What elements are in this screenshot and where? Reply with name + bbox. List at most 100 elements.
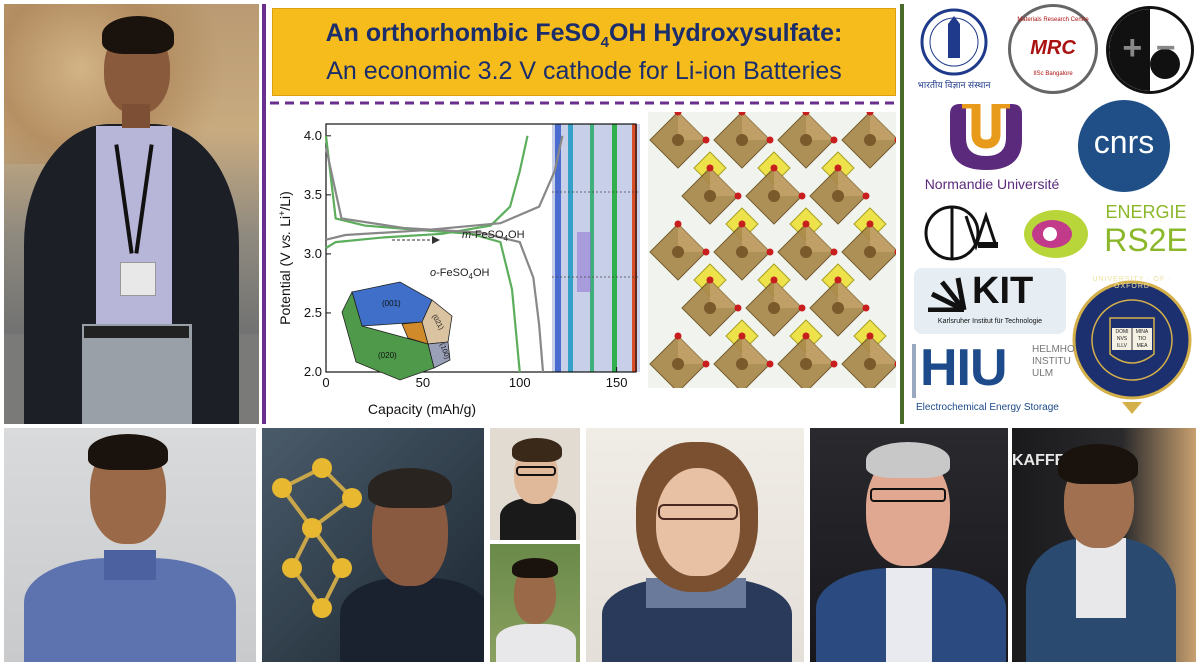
oxygen-atom — [770, 276, 778, 284]
voltage-chart: 0 50 100 150 2.0 2.5 3.0 3.5 4.0 (001) (021) (10… — [272, 112, 644, 424]
cnrs-wordmark: cnrs — [1093, 124, 1155, 160]
series-line-4 — [325, 135, 564, 241]
crystal-structure-image — [648, 112, 896, 388]
photo-top-left — [4, 4, 259, 424]
y-tick-label: 4.0 — [304, 128, 322, 143]
crystal-habit-shape: (001) (021) (100) (020) — [341, 281, 453, 381]
x-tick-label: 0 — [322, 375, 329, 390]
octahedron-face — [678, 336, 706, 364]
oxygen-atom — [702, 248, 710, 256]
octahedron-face — [838, 168, 866, 196]
oxygen-atom — [766, 248, 774, 256]
hiu-side-text: HELMHO INSTITU ULM — [1032, 344, 1075, 379]
kit-logo: KIT Karlsruher Institut für Technologie — [914, 268, 1066, 334]
y-axis-label: Potential (V vs. Li+/Li) — [277, 191, 293, 325]
iisc-name: भारतीय विज्ञान संस्थान — [917, 80, 991, 90]
iron-atom — [736, 358, 748, 370]
iron-atom — [768, 190, 780, 202]
iron-atom — [864, 134, 876, 146]
title-line-2: An economic 3.2 V cathode for Li-ion Bat… — [326, 57, 842, 85]
kit-full-name: Karlsruher Institut für Technologie — [937, 318, 1043, 325]
octahedron-face — [806, 336, 834, 364]
mrc-mark: MRC — [1030, 37, 1076, 59]
oxygen-atom — [830, 136, 838, 144]
photo-bottom-1 — [4, 428, 256, 662]
annotation-o-feso4oh: o-FeSO4OH — [430, 267, 490, 281]
oxygen-atom — [734, 192, 742, 200]
oxygen-atom — [702, 136, 710, 144]
x-axis-label: Capacity (mAh/g) — [368, 401, 476, 417]
kit-wordmark: KIT — [972, 270, 1034, 312]
y-tick-label: 2.5 — [304, 305, 322, 320]
oxygen-atom — [674, 220, 682, 228]
octahedron-face — [838, 280, 866, 308]
rs2e-energie: ENERGIE — [1105, 202, 1187, 222]
oxygen-atom — [738, 332, 746, 340]
annotation-m-feso4oh: m-FeSO4OH — [462, 229, 525, 243]
cnrs-logo: cnrs — [1078, 100, 1170, 192]
x-tick-label: 100 — [509, 375, 531, 390]
oxygen-atom — [834, 164, 842, 172]
oxford-crest-icon — [1072, 280, 1192, 414]
octahedron-face — [870, 112, 896, 140]
photo-bottom-5 — [810, 428, 1008, 662]
iron-atom — [864, 358, 876, 370]
y-tick-label: 3.0 — [304, 246, 322, 261]
oxygen-atom — [798, 304, 806, 312]
octahedron-face — [806, 224, 834, 252]
iisc-emblem-icon — [920, 8, 988, 76]
oxford-ring-text: UNIVERSITY · OF · OXFORD — [1092, 276, 1172, 290]
oxygen-atom — [830, 248, 838, 256]
octahedron-face — [870, 336, 896, 364]
oxygen-atom — [866, 332, 874, 340]
octahedron-face — [678, 224, 706, 252]
octahedron-face — [806, 112, 834, 140]
oxygen-atom — [894, 137, 896, 143]
x-tick-label: 150 — [606, 375, 628, 390]
oxygen-atom — [674, 112, 682, 116]
series-line-3 — [324, 147, 545, 373]
oxygen-atom — [862, 304, 870, 312]
photo-bottom-3-bottom — [490, 544, 580, 662]
oxygen-atom — [802, 220, 810, 228]
iron-atom — [672, 246, 684, 258]
octahedron-face — [710, 168, 738, 196]
oxygen-atom — [798, 192, 806, 200]
octahedron-face — [774, 168, 802, 196]
oxygen-atom — [706, 164, 714, 172]
iron-atom — [800, 134, 812, 146]
oxygen-atom — [834, 276, 842, 284]
title-banner: An orthorhombic FeSO4OH Hydroxysulfate: … — [272, 8, 896, 96]
xrd-panel — [552, 124, 640, 372]
oxygen-atom — [802, 332, 810, 340]
rs2e-network-icon — [924, 205, 998, 261]
plus-minus-logo: + − — [1106, 6, 1194, 94]
octahedron-face — [678, 112, 706, 140]
y-tick-label: 3.5 — [304, 187, 322, 202]
oxygen-atom — [766, 136, 774, 144]
kit-fan-icon — [928, 277, 967, 312]
photo-bottom-2 — [262, 428, 484, 662]
facet-label-020: (020) — [378, 351, 397, 360]
title-line-1: An orthorhombic FeSO4OH Hydroxysulfate: — [325, 19, 843, 51]
iron-atom — [704, 190, 716, 202]
iron-atom — [672, 134, 684, 146]
oxygen-atom — [766, 360, 774, 368]
oxygen-atom — [894, 361, 896, 367]
normandie-name: Normandie Université — [924, 176, 1060, 192]
iron-atom — [800, 246, 812, 258]
octahedron-face — [710, 280, 738, 308]
octahedron-face — [870, 224, 896, 252]
photo-bottom-3-top — [490, 428, 580, 540]
iron-atom — [736, 134, 748, 146]
hiu-subtitle: Electrochemical Energy Storage — [916, 402, 1059, 413]
oxygen-atom — [734, 304, 742, 312]
mrc-logo: Materials Research Centre MRC IISc Banga… — [1008, 4, 1098, 94]
rs2e-swirl-icon — [1024, 210, 1088, 258]
hiu-wordmark: HIU — [920, 339, 1008, 397]
octahedron-face — [774, 280, 802, 308]
oxygen-atom — [706, 276, 714, 284]
mrc-arc-text: Materials Research Centre — [1017, 17, 1089, 23]
photo-bottom-6: KAFFEE: — [1012, 428, 1196, 662]
